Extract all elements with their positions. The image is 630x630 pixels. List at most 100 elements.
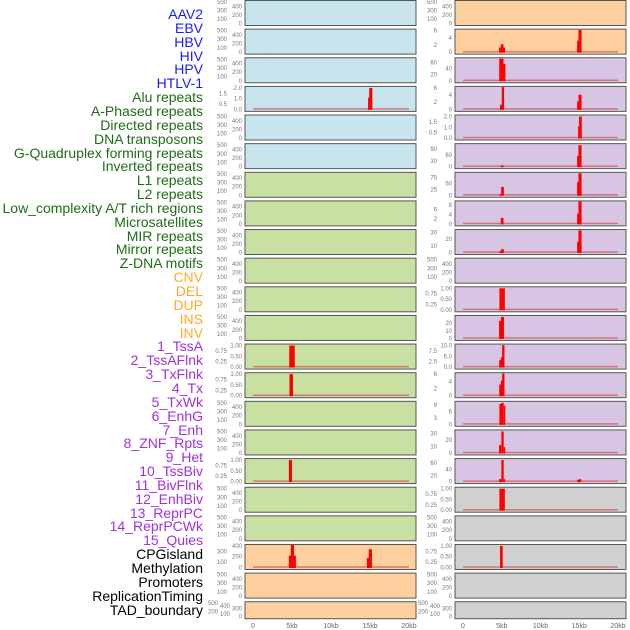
panel-background — [454, 229, 627, 256]
data-bar — [579, 116, 582, 139]
y-tick-label: 100 — [217, 46, 228, 52]
y-tick-label: 0 — [449, 422, 453, 428]
y-tick-label: 400 — [442, 4, 453, 10]
track-label: HTLV-1 — [156, 75, 203, 92]
y-tick-label: 0.50 — [230, 469, 242, 475]
data-bar — [499, 384, 502, 397]
y-tick-label: 30 — [430, 230, 437, 236]
y-tick-label: 100 — [217, 218, 228, 224]
track-panel: 0 20 40 60 — [430, 57, 627, 85]
data-bar — [502, 373, 505, 397]
y-tick-label: 200 — [442, 271, 453, 277]
baseline — [463, 423, 618, 425]
track-label: DUP — [173, 296, 203, 313]
y-tick-label: 500 — [208, 601, 219, 607]
y-tick-label: 2 — [434, 100, 438, 106]
track-panel: 0 3 6 9 — [434, 400, 627, 428]
y-tick-label: 0 — [449, 79, 453, 85]
y-tick-label: 400 — [232, 544, 243, 550]
track-label: 6_EnhG — [151, 407, 203, 424]
baseline — [463, 194, 618, 196]
track-panel: 0.000.250.500.751.00 — [425, 286, 627, 314]
baseline — [463, 50, 618, 53]
track-label: AAV2 — [168, 6, 203, 22]
track-label: DEL — [175, 283, 203, 299]
baseline — [253, 108, 409, 110]
y-tick-label: 2 — [434, 387, 438, 393]
track-label: 8_ZNF_Rpts — [123, 435, 203, 452]
y-tick-label: 20 — [445, 237, 452, 243]
panel-background — [454, 314, 627, 341]
y-tick-label: 0.00 — [440, 565, 452, 571]
y-tick-label: 60 — [430, 60, 437, 66]
y-tick-label: 200 — [232, 555, 243, 561]
panel-background — [454, 85, 627, 112]
track-panel: 0.000.250.500.751.00 — [425, 543, 627, 571]
data-bar — [500, 217, 504, 225]
track-label: 13_ReprPC — [129, 504, 203, 521]
track-label: 11_BivFlnk — [134, 476, 203, 493]
track-labels: AAV2 EBV HBV HIV HPV HTLV-1 Alu repeats A-Phase… — [0, 0, 204, 630]
y-tick-label: 0 — [449, 537, 453, 543]
track-panel: 0 100 200 300 400 500 — [217, 200, 417, 228]
y-tick-label: 0 — [239, 50, 243, 56]
y-tick-label: 6 — [434, 86, 438, 92]
y-tick-label: 300 — [427, 524, 438, 530]
panel-background — [244, 28, 417, 55]
track-label: CNV — [173, 269, 203, 286]
y-tick-label: 100 — [427, 533, 438, 539]
y-tick-label: 10 — [430, 244, 437, 250]
x-tick-label: 5kb — [496, 623, 507, 630]
y-tick-label: 100 — [427, 17, 438, 23]
panel-background — [454, 171, 627, 198]
y-tick-label: 40 — [445, 467, 452, 473]
panel-background — [244, 486, 417, 513]
y-tick-label: 400 — [442, 577, 453, 583]
y-tick-label: 300 — [217, 123, 228, 129]
panel-background — [454, 143, 627, 170]
y-tick-label: 4 — [449, 93, 453, 99]
y-tick-label: 0 — [239, 537, 243, 543]
track-panel: 0 100 200 300 400 500 — [217, 486, 417, 514]
track-label: 7_Enh — [162, 421, 203, 438]
track-label: 2_TssAFlnk — [130, 352, 203, 369]
y-tick-label: 3 — [434, 416, 438, 422]
data-bar — [499, 488, 505, 511]
baseline — [463, 222, 618, 225]
y-tick-label: 400 — [232, 520, 243, 526]
y-tick-label: 0.75 — [425, 292, 437, 298]
panel-background — [244, 57, 417, 84]
panel-background — [454, 343, 627, 370]
baseline — [463, 509, 618, 511]
panel-background — [244, 257, 417, 284]
panel-background — [244, 0, 417, 26]
y-tick-label: 100 — [217, 332, 228, 338]
y-tick-label: 0 — [239, 279, 243, 285]
track-panel: 0 2 4 6 — [434, 28, 627, 56]
data-bar — [500, 104, 502, 110]
y-tick-label: 0 — [239, 508, 243, 514]
panel-background — [454, 543, 627, 570]
track-panel: 0.0 0.5 1.0 1.5 2.0 — [219, 85, 417, 113]
y-tick-label: 400 — [232, 205, 243, 211]
y-tick-label: 7.5 — [429, 349, 438, 355]
y-tick-label: 0 — [239, 308, 243, 314]
y-tick-label: 500 — [217, 315, 228, 321]
track-panel: 0 100 200 300 400 — [217, 543, 417, 571]
y-tick-label: 1.00 — [230, 372, 242, 378]
baseline — [253, 480, 409, 482]
y-tick-label: 60 — [430, 461, 437, 467]
data-bar — [502, 345, 505, 368]
y-tick-label: 0 — [449, 394, 453, 400]
y-tick-label: 0 — [239, 422, 243, 428]
panel-background — [244, 286, 417, 313]
y-tick-label: 30 — [430, 159, 437, 165]
track-panel: 0 10 20 30 — [430, 429, 627, 457]
y-tick-label: 0.25 — [425, 302, 437, 308]
y-tick-label: 0 — [239, 615, 243, 621]
track-panel: 0.000.250.500.751.00 — [215, 372, 417, 400]
data-bar — [501, 431, 504, 454]
panel-background — [244, 200, 417, 227]
track-panel: 0 10 20 30 — [430, 229, 627, 257]
data-bar — [578, 145, 582, 168]
